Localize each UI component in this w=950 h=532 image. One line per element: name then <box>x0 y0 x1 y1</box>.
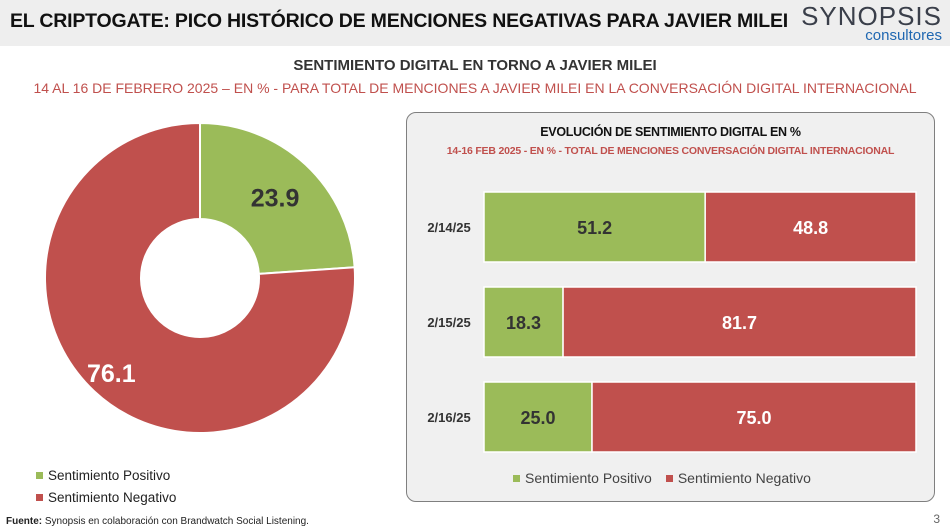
donut-chart: 23.9 76.1 <box>44 121 356 434</box>
bar-value-label: 25.0 <box>520 408 555 428</box>
logo-sub-text: consultores <box>865 27 942 44</box>
legend-swatch <box>513 474 520 482</box>
bar-value-label: 18.3 <box>506 313 541 333</box>
legend-item: Sentimiento Positivo <box>513 467 652 489</box>
header-bar: EL CRIPTOGATE: PICO HISTÓRICO DE MENCION… <box>0 0 950 46</box>
logo-main-text: SYNOPSIS <box>801 1 942 31</box>
bar-segment-positive <box>483 381 593 453</box>
legend-swatch <box>36 471 43 479</box>
stacked-bar-chart: 2/14/25 51.2 48.8 2/15/25 18.3 81.7 2/16/25 25.… <box>427 191 917 453</box>
bar-value-label: 48.8 <box>793 218 828 238</box>
legend-label: Sentimiento Negativo <box>48 489 177 505</box>
category-label: 2/15/25 <box>427 315 470 330</box>
legend-label: Sentimiento Negativo <box>677 470 811 486</box>
category-label: 2/16/25 <box>427 410 470 425</box>
legend-item: Sentimiento Negativo <box>665 467 811 489</box>
evolution-panel: EVOLUCIÓN DE SENTIMIENTO DIGITAL EN % 14… <box>406 112 935 502</box>
source-note: Fuente: Synopsis en colaboración con Bra… <box>6 516 309 527</box>
bar-segment-positive <box>483 286 564 358</box>
legend-label: Sentimiento Positivo <box>525 470 652 486</box>
bar-chart-title: EVOLUCIÓN DE SENTIMIENTO DIGITAL EN % <box>540 125 801 139</box>
bar-segment-negative <box>704 191 917 263</box>
legend-item: Sentimiento Negativo <box>36 486 176 508</box>
synopsis-logo: SYNOPSIS consultores <box>801 2 942 43</box>
legend-swatch <box>36 493 43 501</box>
donut-legend: Sentimiento Positivo Sentimiento Negativo <box>36 464 176 508</box>
bar-legend: Sentimiento Positivo Sentimiento Negativo <box>513 467 825 489</box>
chart-subtitle: SENTIMIENTO DIGITAL EN TORNO A JAVIER MI… <box>293 57 657 74</box>
source-text: Synopsis en colaboración con Brandwatch … <box>42 516 309 527</box>
donut-value-label: 76.1 <box>87 360 136 388</box>
source-label: Fuente: <box>6 516 43 527</box>
bar-chart-subtitle: 14-16 FEB 2025 - EN % - TOTAL DE MENCION… <box>446 145 895 157</box>
page-number: 3 <box>933 512 940 526</box>
donut-value-label: 23.9 <box>251 185 300 213</box>
chart-description: 14 AL 16 DE FEBRERO 2025 – EN % - PARA T… <box>33 80 917 96</box>
legend-item: Sentimiento Positivo <box>36 464 176 486</box>
donut-slice-positive <box>199 121 356 275</box>
bar-value-label: 51.2 <box>577 218 612 238</box>
legend-label: Sentimiento Positivo <box>48 467 171 483</box>
bar-value-label: 75.0 <box>736 408 771 428</box>
category-label: 2/14/25 <box>427 220 470 235</box>
bar-value-label: 81.7 <box>722 313 757 333</box>
legend-swatch <box>665 474 673 482</box>
bar-segment-negative <box>562 286 917 358</box>
bar-segment-negative <box>591 381 917 453</box>
donut-slice-negative <box>44 121 356 434</box>
page-title: EL CRIPTOGATE: PICO HISTÓRICO DE MENCION… <box>10 10 788 32</box>
